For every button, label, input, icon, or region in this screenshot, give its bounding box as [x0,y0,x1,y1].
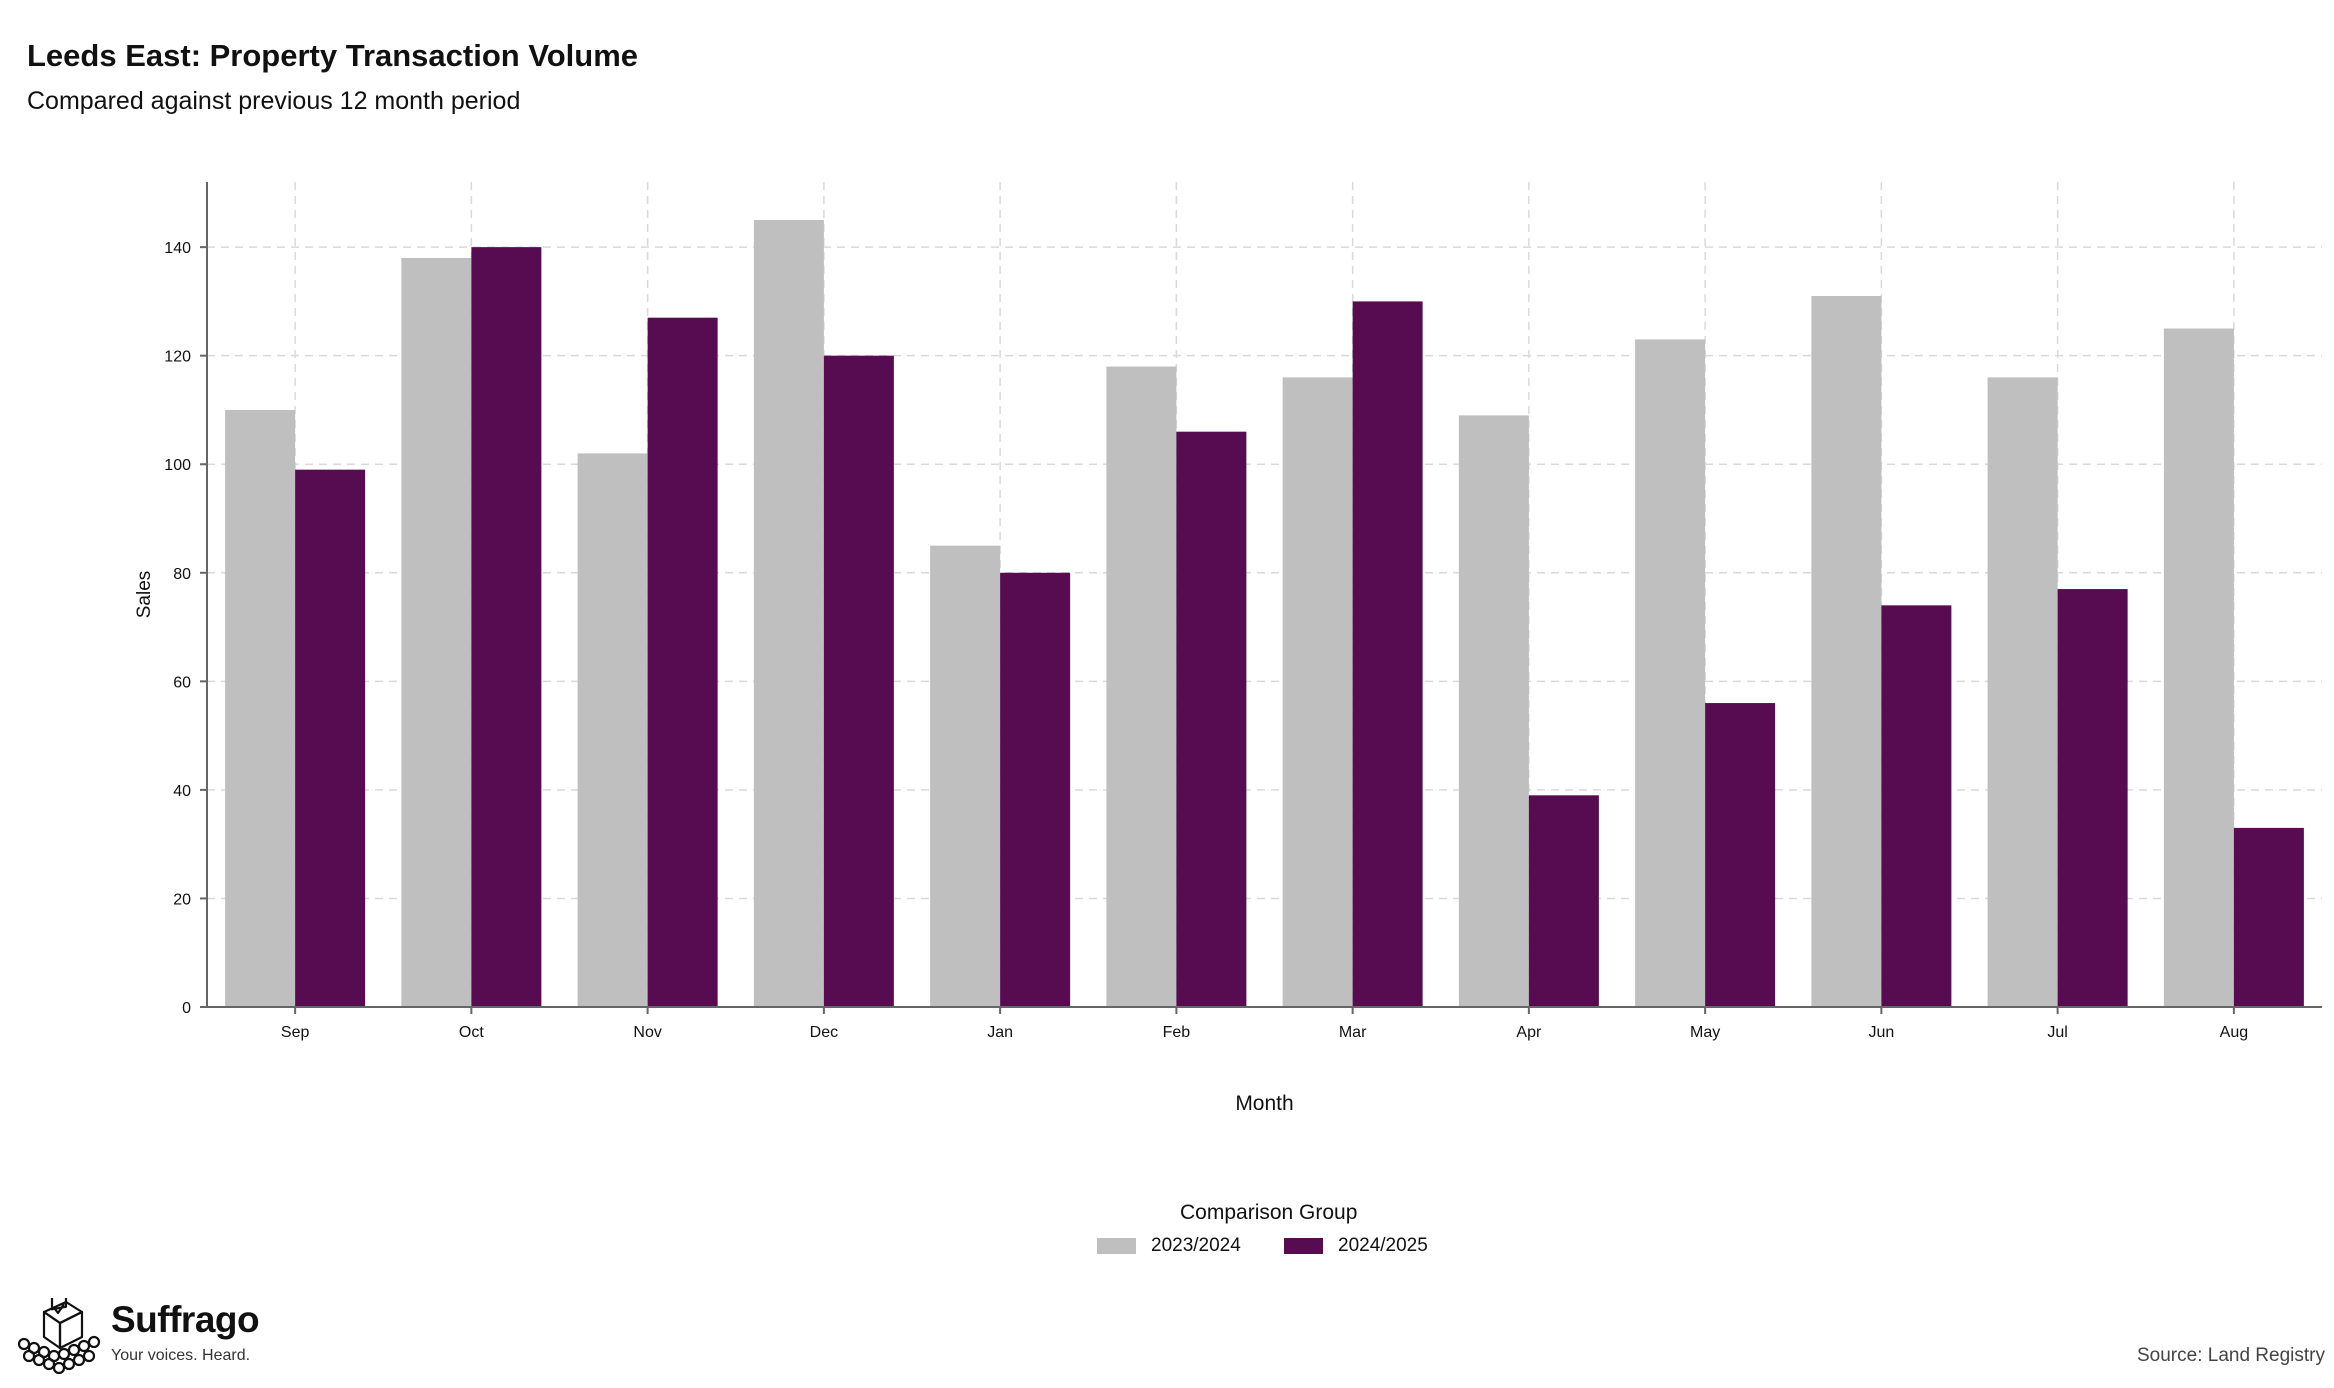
bar-2024-2025-sep [295,469,366,1008]
y-tick-label: 40 [173,783,191,800]
x-tick-label: Jan [987,1024,1013,1041]
brand-name: Suffrago [111,1299,260,1340]
x-tick-label: Dec [810,1024,838,1041]
bar-2024-2025-apr [1528,795,1599,1007]
x-tick-label: Jul [2047,1024,2067,1041]
bar-2023-2024-nov [577,453,648,1007]
y-tick-label: 60 [173,674,191,691]
x-axis-title: Month [1235,1092,1293,1115]
bar-2023-2024-feb [1106,366,1177,1008]
bar-2024-2025-jul [2057,589,2128,1007]
bar-2023-2024-apr [1458,415,1529,1007]
bar-2023-2024-may [1635,339,1706,1007]
bar-2023-2024-dec [753,219,824,1008]
bar-2024-2025-may [1705,703,1776,1007]
bar-2024-2025-mar [1352,301,1423,1007]
bar-2023-2024-sep [225,409,296,1007]
chart-title: Leeds East: Property Transaction Volume [27,38,638,73]
x-tick-label: Oct [459,1024,484,1041]
bar-2024-2025-aug [2233,827,2304,1007]
bar-2024-2025-nov [647,317,718,1007]
bar-2023-2024-jul [1987,377,2058,1007]
x-tick-label: Aug [2220,1024,2248,1041]
x-tick-label: May [1690,1024,1720,1041]
bar-2024-2025-dec [823,355,894,1007]
bar-2024-2025-feb [1176,431,1247,1008]
y-tick-label: 80 [173,566,191,583]
legend-item-2023-2024: 2023/2024 [1097,1235,1241,1257]
bar-2024-2025-jan [1000,572,1071,1007]
legend-swatch-2023-2024 [1097,1238,1136,1254]
y-tick-label: 0 [182,1000,191,1017]
legend-title: Comparison Group [1180,1201,1358,1224]
x-tick-label: Apr [1516,1024,1542,1041]
x-tick-label: Nov [633,1024,661,1041]
legend-item-2024-2025: 2024/2025 [1284,1235,1428,1257]
y-tick-label: 20 [173,891,191,908]
brand-tagline: Your voices. Heard. [111,1347,251,1364]
legend-label-2023-2024: 2023/2024 [1151,1235,1241,1256]
bar-2023-2024-mar [1282,377,1353,1007]
chart-subtitle: Compared against previous 12 month perio… [27,87,521,115]
legend-swatch-2024-2025 [1284,1238,1323,1254]
x-tick-label: Feb [1163,1024,1191,1041]
ballot-box-icon [14,1287,106,1383]
bar-2023-2024-aug [2163,328,2234,1008]
bar-2023-2024-oct [401,257,472,1008]
bar-2024-2025-oct [471,247,542,1007]
y-tick-label: 140 [164,240,191,257]
bar-2023-2024-jan [930,545,1001,1007]
bar-2023-2024-jun [1811,295,1882,1008]
y-axis-title: Sales [134,571,155,619]
x-tick-label: Jun [1868,1024,1894,1041]
bar-chart: Sep Oct Nov Dec Jan Feb Mar Apr May Jun Jul Aug 0 20 4… [134,182,2322,1115]
legend-label-2024-2025: 2024/2025 [1338,1235,1428,1256]
y-tick-label: 100 [164,457,191,474]
x-tick-label: Sep [281,1024,310,1041]
bar-2024-2025-jun [1881,605,1952,1007]
y-tick-label: 120 [164,349,191,366]
x-tick-label: Mar [1339,1024,1367,1041]
source-note: Source: Land Registry [2137,1345,2325,1366]
